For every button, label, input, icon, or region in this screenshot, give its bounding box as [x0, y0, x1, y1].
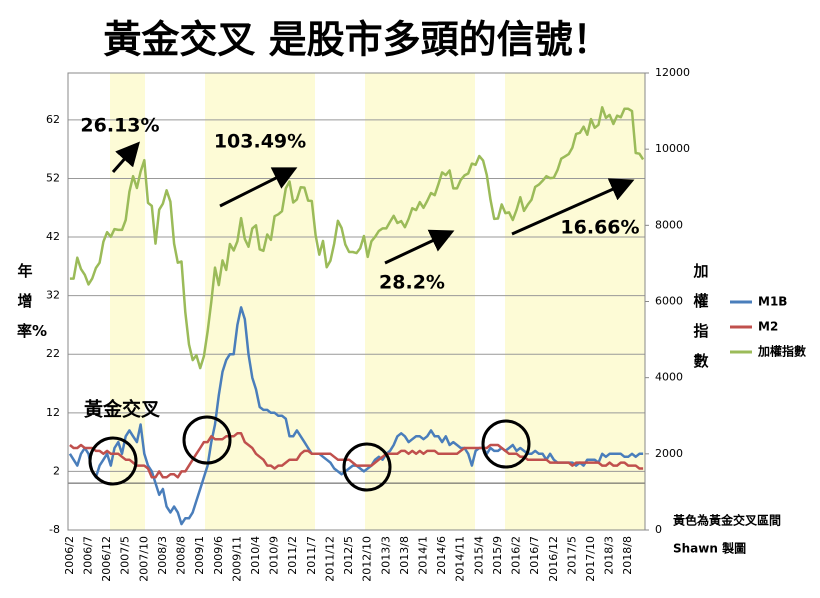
x-tick-label: 2011/2 — [286, 536, 299, 575]
arrows — [111, 141, 635, 265]
legend: M1B M2 加權指數 — [730, 295, 806, 359]
y-tick-label: 62 — [46, 113, 60, 126]
y2-tick-label: 8000 — [655, 218, 683, 231]
x-tick-label: 2009/11 — [230, 536, 243, 582]
arrow — [219, 167, 298, 208]
y2-tick-label: 4000 — [655, 371, 683, 384]
golden-cross-band — [110, 73, 145, 530]
x-tick-label: 2011/7 — [305, 536, 318, 575]
y2-tick-label: 12000 — [655, 66, 690, 79]
x-tick-label: 2010/9 — [268, 536, 281, 575]
plot-border — [67, 72, 646, 531]
x-tick-label: 2016/7 — [528, 536, 541, 575]
series — [68, 106, 645, 526]
x-tick-label: 2018/8 — [621, 536, 634, 575]
golden-cross-band — [205, 73, 315, 530]
circle — [481, 419, 531, 469]
arrow — [111, 141, 140, 173]
circles — [88, 415, 531, 492]
series-line — [69, 432, 644, 479]
y-tick-label: 22 — [46, 347, 60, 360]
y-tick-label: 42 — [46, 230, 60, 243]
x-tick-label: 2007/10 — [137, 536, 150, 582]
legend-label: M1B — [758, 295, 787, 309]
x-tick-label: 2014/6 — [435, 536, 448, 575]
y-tick-label: 32 — [46, 289, 60, 302]
y-tick-label: 12 — [46, 406, 60, 419]
x-tick-label: 2017/10 — [584, 536, 597, 582]
y-tick-label: 52 — [46, 171, 60, 184]
annotation: 黃金交叉 — [84, 398, 161, 421]
x-tick-label: 2006/2 — [63, 536, 76, 575]
x-tick-label: 2008/3 — [156, 536, 169, 575]
y-axis-label: 年增率% — [17, 262, 48, 340]
note: 黃色為黃金交叉區間 — [672, 513, 781, 528]
x-tick-label: 2014/1 — [417, 536, 430, 575]
x-tick-label: 2009/6 — [212, 536, 225, 575]
annotation: 103.49% — [214, 131, 306, 153]
circle — [88, 436, 138, 486]
circle — [342, 442, 392, 492]
chart-title: 黃金交叉 是股市多頭的信號！ — [103, 18, 610, 62]
annotation: 26.13% — [80, 115, 159, 137]
annotation: 28.2% — [379, 272, 445, 294]
legend-label: M2 — [758, 320, 778, 334]
x-tick-label: 2015/9 — [491, 536, 504, 575]
x-tick-label: 2018/3 — [603, 536, 616, 575]
y-tick-label: -8 — [49, 523, 60, 536]
series-line — [69, 106, 645, 370]
x-tick-label: 2016/2 — [510, 536, 523, 575]
y2-tick-label: 10000 — [655, 142, 690, 155]
x-tick-label: 2006/7 — [81, 536, 94, 575]
y2-tick-label: 6000 — [655, 295, 683, 308]
arrow — [384, 229, 455, 265]
x-tick-label: 2015/4 — [472, 536, 485, 575]
x-tick-label: 2017/5 — [565, 536, 578, 575]
y2-tick-label: 0 — [655, 523, 662, 536]
y2-tick-label: 2000 — [655, 447, 683, 460]
note: Shawn 製圖 — [673, 541, 746, 556]
x-tick-label: 2013/8 — [398, 536, 411, 575]
x-tick-label: 2010/4 — [249, 536, 262, 575]
x-tick-label: 2007/5 — [119, 536, 132, 575]
y-tick-label: 2 — [53, 464, 60, 477]
x-tick-label: 2012/10 — [361, 536, 374, 582]
golden-cross-band — [365, 73, 475, 530]
x-tick-label: 2013/3 — [379, 536, 392, 575]
legend-label: 加權指數 — [757, 344, 806, 359]
x-tick-label: 2006/12 — [100, 536, 113, 582]
y2-axis-label: 加權指數 — [693, 262, 709, 370]
x-tick-label: 2011/12 — [323, 536, 336, 582]
x-tick-label: 2016/12 — [547, 536, 560, 582]
arrow — [511, 178, 635, 236]
x-tick-label: 2009/1 — [193, 536, 206, 575]
x-tick-label: 2008/8 — [175, 536, 188, 575]
x-tick-label: 2014/11 — [454, 536, 467, 582]
x-tick-label: 2012/5 — [342, 536, 355, 575]
annotation: 16.66% — [560, 217, 639, 239]
circle — [182, 415, 232, 465]
